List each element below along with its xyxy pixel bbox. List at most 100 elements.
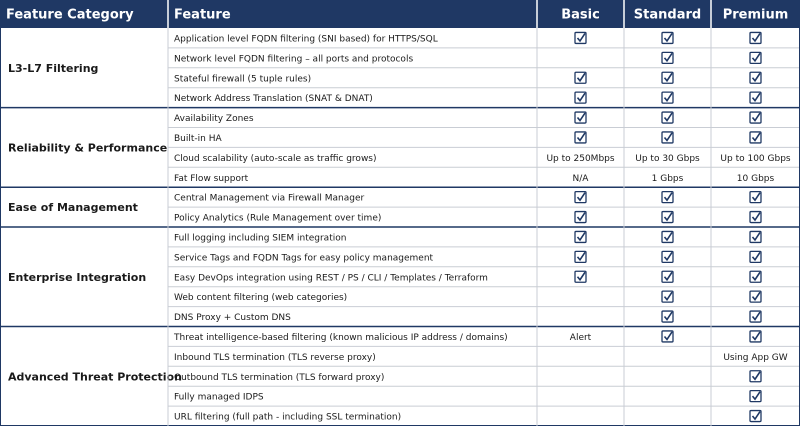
- check-box: [749, 230, 762, 244]
- check-tick: [663, 33, 673, 43]
- check-box: [749, 330, 762, 343]
- category-label: Reliability & Performance: [8, 141, 167, 154]
- check-tick: [663, 92, 673, 102]
- check-icon: [661, 290, 674, 303]
- check-tick: [751, 271, 761, 282]
- column-header: Premium: [723, 8, 789, 23]
- category-label: L3-L7 Filtering: [8, 62, 98, 75]
- check-box: [574, 31, 587, 45]
- cell-value: Up to 30 Gbps: [635, 154, 700, 164]
- check-tick: [663, 251, 673, 262]
- check-box: [749, 270, 762, 283]
- feature-label: Built-in HA: [174, 134, 222, 144]
- check-tick: [663, 52, 673, 63]
- feature-label: Stateful firewall (5 tuple rules): [174, 74, 311, 84]
- check-tick: [751, 311, 761, 321]
- check-box: [574, 190, 587, 204]
- cell-value: Using App GW: [723, 353, 787, 363]
- check-box: [749, 131, 762, 144]
- feature-label: URL filtering (full path - including SSL…: [174, 413, 401, 423]
- check-tick: [663, 271, 673, 282]
- check-box: [749, 389, 762, 403]
- check-box: [749, 190, 762, 204]
- column-header: Standard: [634, 8, 701, 23]
- check-box: [574, 131, 587, 144]
- check-icon: [661, 31, 674, 45]
- check-box: [661, 270, 674, 283]
- feature-label: DNS Proxy + Custom DNS: [174, 313, 291, 323]
- header-bar: [0, 0, 800, 28]
- check-tick: [663, 132, 673, 142]
- check-box: [661, 51, 674, 64]
- feature-label: Inbound TLS termination (TLS reverse pro…: [174, 353, 376, 363]
- check-tick: [663, 232, 673, 242]
- check-box: [749, 111, 762, 124]
- feature-label: Full logging including SIEM integration: [174, 233, 346, 243]
- check-tick: [576, 232, 586, 242]
- feature-label: Easy DevOps integration using REST / PS …: [174, 273, 488, 283]
- feature-label: Network Address Translation (SNAT & DNAT…: [174, 94, 373, 104]
- check-icon: [661, 310, 674, 323]
- check-icon: [661, 250, 674, 264]
- feature-label: Outbound TLS termination (TLS forward pr…: [174, 373, 384, 383]
- check-icon: [661, 270, 674, 283]
- check-box: [661, 290, 674, 303]
- check-icon: [574, 210, 587, 224]
- check-icon: [749, 409, 762, 423]
- check-box: [749, 210, 762, 224]
- check-tick: [576, 192, 586, 202]
- check-icon: [749, 330, 762, 343]
- cell-value: 10 Gbps: [737, 174, 775, 184]
- check-icon: [661, 51, 674, 64]
- check-icon: [574, 71, 587, 84]
- check-icon: [574, 111, 587, 124]
- feature-label: Fully managed IDPS: [174, 393, 264, 403]
- check-tick: [576, 132, 586, 142]
- check-tick: [576, 112, 586, 122]
- check-tick: [576, 271, 586, 282]
- check-icon: [749, 31, 762, 45]
- check-icon: [661, 91, 674, 104]
- check-box: [661, 131, 674, 144]
- check-box: [574, 270, 587, 283]
- check-icon: [749, 51, 762, 64]
- column-header: Basic: [561, 8, 600, 23]
- check-tick: [751, 371, 761, 381]
- check-tick: [576, 33, 586, 43]
- check-box: [661, 330, 674, 343]
- check-box: [574, 250, 587, 264]
- check-box: [574, 210, 587, 224]
- check-tick: [576, 212, 586, 222]
- check-icon: [574, 230, 587, 244]
- check-icon: [574, 91, 587, 104]
- check-box: [661, 230, 674, 244]
- cell-value: Alert: [570, 333, 592, 343]
- check-box: [749, 31, 762, 45]
- check-tick: [663, 212, 673, 222]
- check-tick: [663, 112, 673, 122]
- check-icon: [661, 190, 674, 204]
- check-icon: [749, 190, 762, 204]
- feature-label: Central Management via Firewall Manager: [174, 194, 365, 204]
- check-box: [749, 91, 762, 104]
- check-box: [574, 230, 587, 244]
- check-icon: [661, 131, 674, 144]
- check-box: [749, 71, 762, 84]
- check-icon: [749, 310, 762, 323]
- cell-value: Up to 250Mbps: [546, 154, 614, 164]
- check-tick: [751, 33, 761, 43]
- feature-label: Policy Analytics (Rule Management over t…: [174, 214, 381, 224]
- feature-label: Service Tags and FQDN Tags for easy poli…: [174, 253, 434, 263]
- feature-label: Application level FQDN filtering (SNI ba…: [174, 34, 438, 44]
- check-icon: [661, 230, 674, 244]
- check-tick: [751, 72, 761, 83]
- check-box: [574, 111, 587, 124]
- check-tick: [751, 232, 761, 242]
- check-tick: [751, 192, 761, 202]
- check-tick: [751, 112, 761, 122]
- feature-label: Web content filtering (web categories): [174, 293, 347, 303]
- check-tick: [576, 72, 586, 83]
- check-box: [749, 310, 762, 323]
- check-tick: [751, 411, 761, 421]
